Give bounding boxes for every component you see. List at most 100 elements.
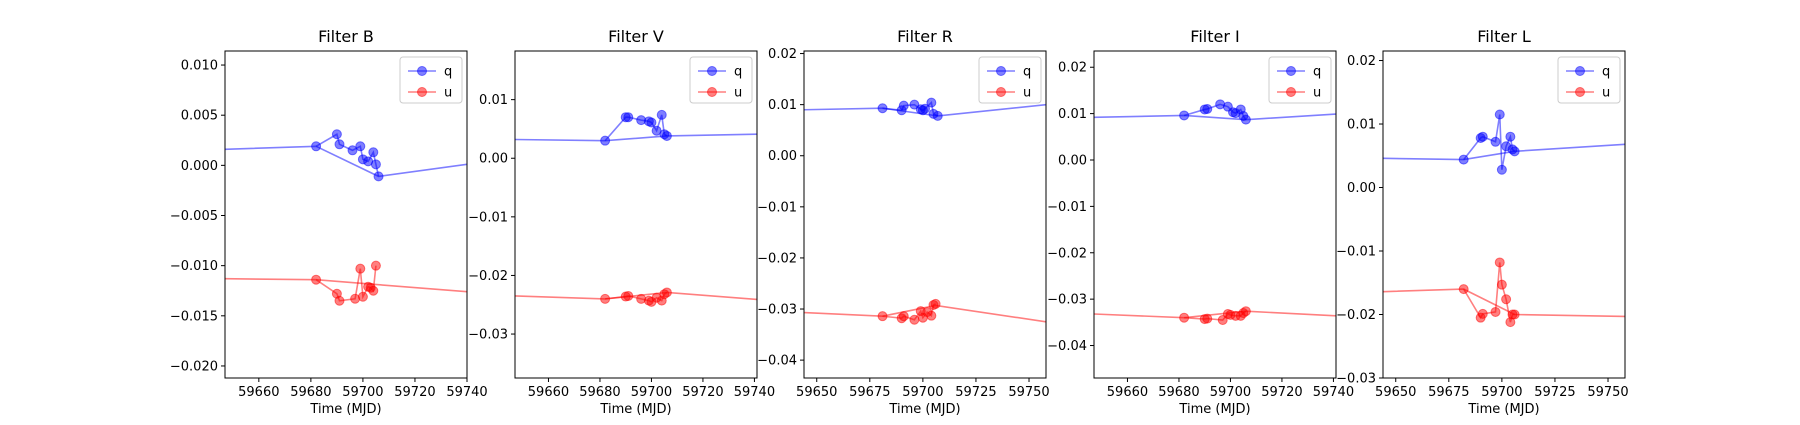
x-axis-label: Time (MJD) — [309, 402, 381, 417]
series-u-fit-line — [1094, 310, 1336, 319]
data-point-u-3 — [623, 290, 634, 301]
data-point-q-7 — [920, 103, 930, 114]
x-tick-label: 59660 — [238, 385, 279, 400]
x-tick-label: 59740 — [446, 385, 487, 400]
series-q-line — [315, 133, 380, 177]
series-q-fit-line — [804, 103, 1046, 117]
legend-marker — [1286, 66, 1296, 76]
axes-frame — [1093, 50, 1337, 379]
x-tick-label: 59700 — [631, 385, 672, 400]
data-point-u-5 — [355, 263, 366, 274]
legend-label: q — [734, 65, 742, 80]
y-tick-label: −0.005 — [170, 209, 218, 224]
legend-box — [399, 56, 463, 104]
legend-label: q — [1313, 65, 1321, 80]
y-tick-label: −0.04 — [1047, 339, 1087, 354]
series-q — [515, 109, 757, 146]
data-point-u-5 — [1494, 257, 1505, 268]
legend-marker — [1286, 87, 1296, 97]
y-tick-label: 0.02 — [1058, 61, 1087, 76]
y-tick-label: 0.00 — [479, 152, 508, 167]
subplot-title: Filter R — [897, 27, 953, 46]
data-point-u-1 — [311, 274, 322, 285]
legend-label: u — [1023, 86, 1031, 101]
x-tick-label: 59700 — [342, 385, 383, 400]
subplot-title: Filter V — [608, 27, 664, 46]
legend-entry-q: q — [1566, 65, 1610, 80]
data-point-q-10 — [373, 171, 384, 182]
x-axis-label: Time (MJD) — [1178, 402, 1250, 417]
legend-entry-u: u — [698, 86, 742, 101]
data-point-u-1 — [1458, 284, 1469, 295]
y-tick-label: −0.02 — [1047, 246, 1087, 261]
series-u-fit-line — [515, 291, 757, 301]
data-point-q-5 — [1494, 109, 1505, 120]
axes-frame — [224, 50, 468, 379]
subplot-3: Filter R 59650 59675 59700 59725 59750 −0.04 −0… — [757, 27, 1050, 417]
x-tick-label: 59675 — [1428, 385, 1469, 400]
legend-box — [1557, 56, 1621, 104]
legend-entry-q: q — [1277, 65, 1321, 80]
data-point-q-2 — [331, 129, 342, 140]
legend-entry-q: q — [408, 65, 452, 80]
data-point-q-3 — [1477, 131, 1488, 142]
series-q-fit-line — [515, 133, 757, 142]
data-point-q-3 — [898, 100, 909, 111]
data-point-u-1 — [1179, 312, 1190, 323]
legend: qu — [1557, 56, 1621, 104]
data-point-q-1 — [600, 135, 611, 146]
axes-frame — [514, 50, 758, 379]
data-point-u-1 — [600, 293, 611, 304]
x-tick-label: 59660 — [528, 385, 569, 400]
data-point-u-3 — [898, 311, 909, 322]
x-tick-label: 59720 — [682, 385, 723, 400]
y-tick-label: −0.02 — [1336, 308, 1376, 323]
data-point-u-3 — [334, 295, 345, 306]
y-tick-label: −0.02 — [757, 251, 797, 266]
y-tick-label: 0.01 — [768, 98, 797, 113]
legend-marker — [417, 87, 427, 97]
subplot-title: Filter B — [318, 27, 374, 46]
series-q — [225, 129, 467, 182]
subplot-1: Filter B 59660 59680 59700 59720 59740 −0.020 −… — [170, 27, 488, 417]
data-point-q-3 — [1202, 103, 1213, 114]
data-point-q-8 — [1505, 131, 1516, 142]
data-point-q-6 — [1496, 164, 1507, 175]
legend-marker — [996, 66, 1006, 76]
subplot-5: Filter L 59650 59675 59700 59725 59750 −0.03 −0… — [1336, 27, 1629, 417]
series-u — [515, 287, 757, 307]
subplot-title: Filter L — [1477, 27, 1531, 46]
legend: qu — [1268, 56, 1332, 104]
legend-marker — [996, 87, 1006, 97]
data-point-q-10 — [661, 130, 672, 141]
x-axis-label: Time (MJD) — [1467, 402, 1539, 417]
legend-entry-u: u — [1566, 86, 1610, 101]
data-point-q-4 — [347, 145, 358, 156]
data-point-u-8 — [926, 310, 937, 321]
data-point-q-3 — [334, 139, 345, 150]
x-tick-label: 59740 — [734, 385, 775, 400]
legend-box — [1268, 56, 1332, 104]
legend-entry-u: u — [1277, 86, 1321, 101]
y-tick-label: 0.00 — [1347, 181, 1376, 196]
legend-marker — [1575, 66, 1585, 76]
legend-box — [689, 56, 753, 104]
series-u-fit-line — [225, 277, 467, 293]
legend-label: u — [734, 86, 742, 101]
data-point-q-3 — [623, 112, 634, 123]
x-axis-label: Time (MJD) — [599, 402, 671, 417]
y-tick-label: 0.01 — [1347, 118, 1376, 133]
x-tick-label: 59740 — [1313, 385, 1354, 400]
x-tick-label: 59680 — [579, 385, 620, 400]
data-point-u-10 — [930, 298, 941, 309]
legend: qu — [978, 56, 1042, 104]
data-point-q-1 — [1458, 154, 1469, 165]
x-tick-label: 59720 — [394, 385, 435, 400]
data-point-q-10 — [932, 110, 943, 121]
x-tick-label: 59660 — [1107, 385, 1148, 400]
y-tick-label: −0.02 — [468, 269, 508, 284]
series-q-fit-line — [1383, 143, 1625, 161]
y-tick-label: 0.00 — [768, 149, 797, 164]
axes-frame — [803, 50, 1047, 379]
